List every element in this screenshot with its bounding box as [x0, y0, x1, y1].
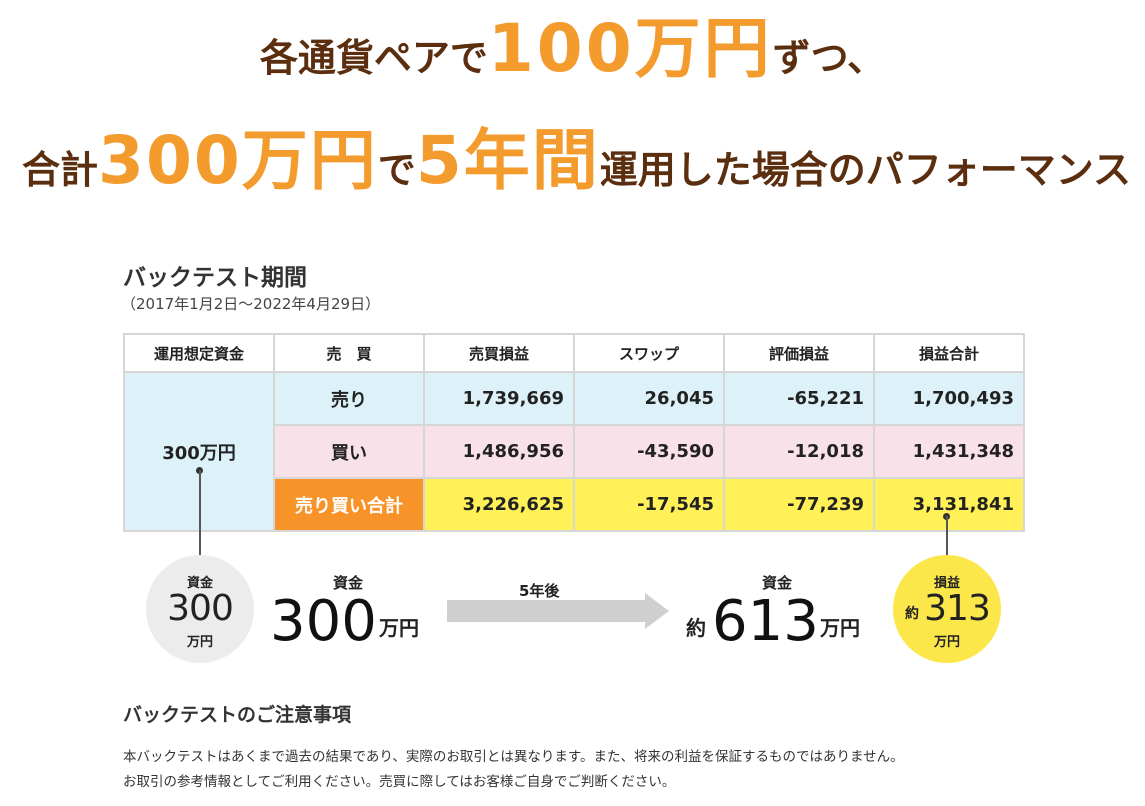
column-header-capital: 運用想定資金: [123, 333, 275, 373]
note-line: 本バックテストはあくまで過去の結果であり、実際のお取引とは異なります。また、将来…: [123, 749, 904, 765]
note-line: お取引の参考情報としてご利用ください。売買に際してはお客様ご自身でご判断ください…: [123, 774, 676, 790]
headline-line-2: 合計300万円で5年間運用した場合のパフォーマンス: [4, 118, 1145, 213]
start-capital-unit: 万円: [379, 616, 419, 640]
circle-value: 313: [924, 588, 991, 629]
trade-pl-cell: 1,739,669: [423, 371, 575, 426]
table-row-buy: 買い 1,486,956 -43,590 -12,018 1,431,348: [124, 424, 1025, 479]
circle-unit: 万円: [933, 635, 960, 650]
swap-cell: 26,045: [573, 371, 725, 426]
total-pl-cell: 1,700,493: [873, 371, 1025, 426]
end-capital-unit: 万円: [820, 616, 860, 640]
side-cell: 売り買い合計: [273, 477, 425, 532]
notes-title: バックテストのご注意事項: [123, 704, 352, 726]
trade-pl-cell: 1,486,956: [423, 424, 575, 479]
start-capital-label: 資金: [333, 574, 364, 592]
column-header-swap: スワップ: [573, 333, 725, 373]
headline-amount: 100万円: [487, 10, 773, 87]
headline-text: ずつ、: [772, 36, 886, 80]
capital-value: 300万円: [162, 442, 236, 464]
end-capital-label: 資金: [762, 574, 793, 592]
trade-pl-cell: 3,226,625: [423, 477, 575, 532]
column-header-trade-pl: 売買損益: [423, 333, 575, 373]
arrow-head-icon: [645, 593, 669, 629]
total-pl-cell: 1,431,348: [873, 424, 1025, 479]
arrow-label: 5年後: [519, 582, 560, 600]
connector-line: [946, 516, 948, 556]
headline-amount: 300万円: [98, 122, 378, 199]
headline-text: 運用した場合のパフォーマンス: [599, 148, 1131, 192]
headline-text: で: [377, 148, 416, 192]
column-header-side: 売 買: [273, 333, 425, 373]
end-capital-prefix: 約: [686, 616, 706, 640]
valuation-pl-cell: -65,221: [723, 371, 875, 426]
table-row-total: 売り買い合計 3,226,625 -17,545 -77,239 3,131,8…: [124, 477, 1025, 532]
side-cell: 売り: [273, 371, 425, 426]
valuation-pl-cell: -12,018: [723, 424, 875, 479]
swap-cell: -17,545: [573, 477, 725, 532]
side-cell: 買い: [273, 424, 425, 479]
headline-text: 各通貨ペアで: [259, 36, 488, 80]
total-pl-cell: 3,131,841: [873, 477, 1025, 532]
circle-unit: 万円: [186, 635, 213, 650]
backtest-title: バックテスト期間: [123, 265, 307, 291]
performance-table: 運用想定資金 売 買 売買損益 スワップ 評価損益 損益合計 300万円 売り …: [123, 333, 1025, 532]
circle-caption: 損益: [933, 576, 960, 591]
valuation-pl-cell: -77,239: [723, 477, 875, 532]
connector-line: [199, 470, 201, 556]
swap-cell: -43,590: [573, 424, 725, 479]
end-capital-value: 613: [712, 589, 819, 654]
start-capital-value: 300: [270, 589, 377, 654]
arrow-right-icon: [447, 600, 647, 622]
capital-circle: 資金 300 万円: [146, 555, 254, 663]
profit-circle: 損益 約 313 万円: [893, 555, 1001, 663]
headline-years: 5年間: [415, 122, 600, 199]
table-row-sell: 300万円 売り 1,739,669 26,045 -65,221 1,700,…: [123, 371, 1025, 532]
table-header-row: 運用想定資金 売 買 売買損益 スワップ 評価損益 損益合計: [123, 333, 1025, 373]
column-header-valuation-pl: 評価損益: [723, 333, 875, 373]
circle-caption: 資金: [186, 576, 213, 591]
headline-text: 合計: [22, 148, 99, 192]
column-header-total-pl: 損益合計: [873, 333, 1025, 373]
circle-prefix: 約: [905, 606, 919, 622]
backtest-period: （2017年1月2日〜2022年4月29日）: [121, 295, 381, 313]
circle-value: 300: [167, 588, 234, 629]
headline-line-1: 各通貨ペアで100万円ずつ、: [0, 12, 1145, 95]
